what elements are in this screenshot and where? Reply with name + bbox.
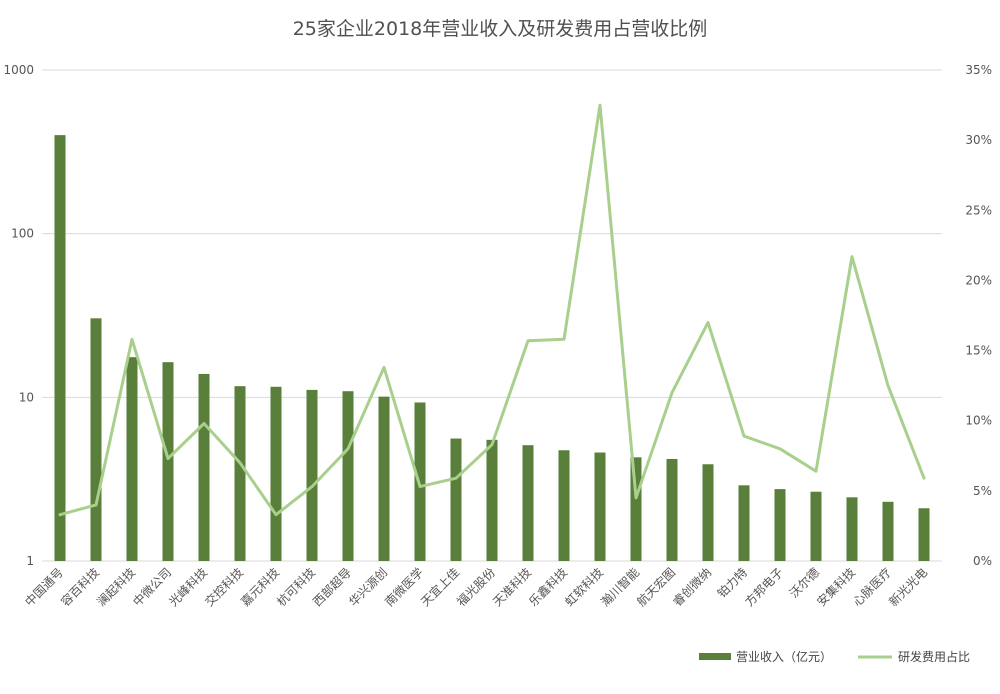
bar (126, 357, 138, 561)
legend-label-bar: 营业收入（亿元） (736, 649, 832, 664)
category-label: 方邦电子 (742, 565, 787, 610)
y-right-tick-label: 0% (973, 554, 992, 568)
chart-title: 25家企业2018年营业收入及研发费用占营收比例 (292, 18, 708, 40)
y-right-tick-label: 10% (965, 414, 992, 428)
category-label: 光峰科技 (166, 565, 210, 609)
y-right-tick-label: 15% (965, 344, 992, 358)
bar (270, 386, 282, 561)
bar (666, 458, 678, 561)
category-label: 乐鑫科技 (526, 565, 571, 610)
category-label: 中微公司 (130, 565, 175, 610)
category-label: 容百科技 (58, 565, 103, 610)
category-label: 福光股份 (454, 565, 499, 610)
bar (162, 362, 174, 561)
category-label: 航天宏图 (634, 565, 679, 610)
bar (918, 508, 930, 561)
bar (198, 373, 210, 561)
y-right-tick-label: 20% (965, 273, 992, 287)
category-label: 华兴源创 (346, 565, 390, 609)
bar (54, 135, 66, 561)
y-right-tick-label: 5% (973, 484, 992, 498)
y-right-tick-label: 25% (965, 203, 992, 217)
legend-label-line: 研发费用占比 (898, 649, 970, 664)
y-left-tick-label: 10 (19, 390, 34, 404)
category-label: 天宜上佳 (418, 565, 463, 610)
bar (738, 485, 750, 561)
category-label: 新光光电 (886, 565, 931, 610)
bar (810, 491, 822, 561)
bar (486, 439, 498, 561)
category-label: 睿创微纳 (670, 565, 715, 610)
bar (702, 464, 714, 561)
bar (882, 501, 894, 561)
category-label: 铂力特 (714, 565, 750, 601)
bar (378, 396, 390, 561)
bar (342, 391, 354, 561)
category-label: 中国通号 (22, 565, 67, 610)
category-label: 交控科技 (202, 565, 247, 610)
line-series-rd-ratio (58, 103, 926, 517)
category-label: 西部超导 (310, 565, 355, 610)
y-right-tick-label: 30% (965, 133, 992, 147)
bar (594, 452, 606, 561)
category-label: 心脉医疗 (850, 565, 895, 610)
y-left-tick-label: 1000 (3, 63, 34, 77)
category-label: 杭可科技 (274, 565, 319, 610)
y-left-tick-label: 100 (11, 227, 34, 241)
category-label: 嘉元科技 (238, 565, 282, 609)
bar (234, 386, 246, 561)
bar (630, 457, 642, 561)
category-label: 南微医学 (382, 565, 427, 610)
bar (90, 318, 102, 561)
category-label: 天准科技 (490, 565, 534, 609)
y-right-tick-label: 35% (965, 63, 992, 77)
y-left-tick-label: 1 (26, 554, 34, 568)
legend-swatch-bar (699, 653, 731, 660)
bar (306, 389, 318, 561)
bar (774, 489, 786, 561)
bar (522, 445, 534, 561)
category-label: 瀚川智能 (598, 565, 643, 610)
bar (558, 450, 570, 561)
category-label: 虹软科技 (562, 565, 606, 609)
category-label: 沃尔德 (786, 565, 822, 601)
bar (846, 497, 858, 561)
category-label: 澜起科技 (94, 565, 138, 609)
bar (450, 438, 462, 561)
category-label: 安集科技 (814, 565, 859, 610)
